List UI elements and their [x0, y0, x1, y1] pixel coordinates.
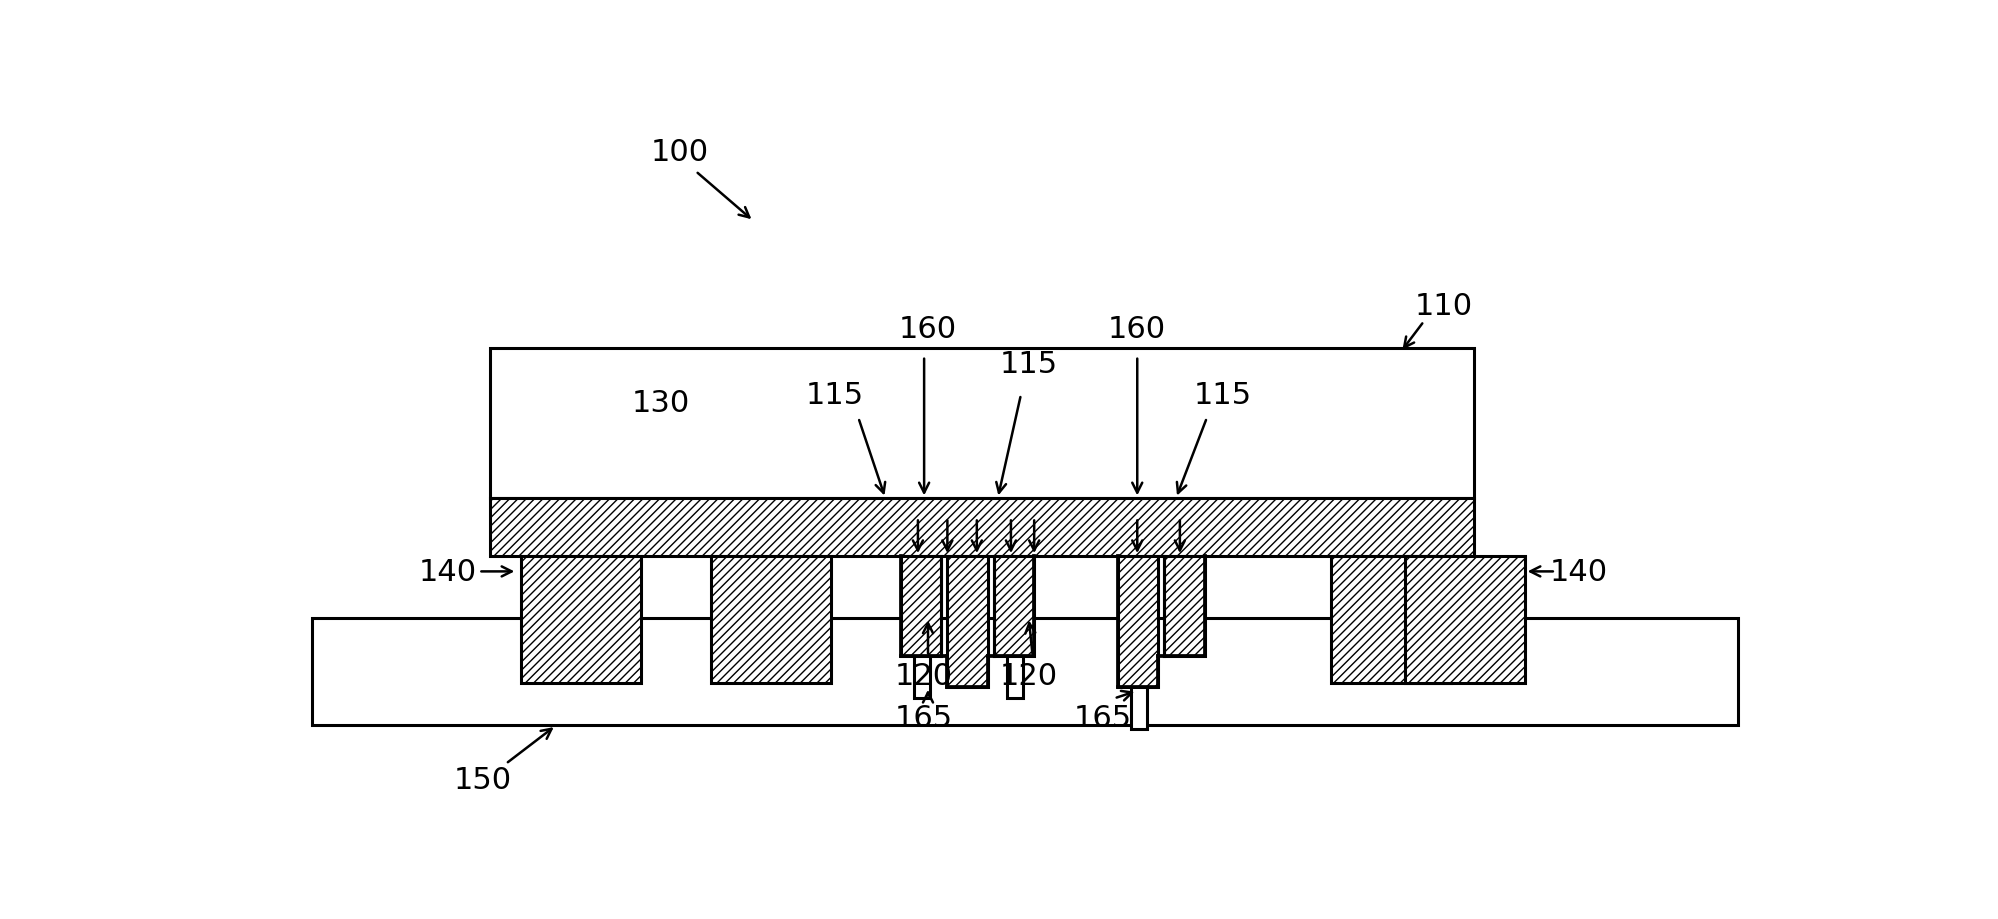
Bar [521, 556, 641, 684]
Bar [1331, 556, 1451, 684]
Text: 115: 115 [805, 380, 863, 409]
Text: 160: 160 [899, 315, 957, 344]
Text: 130: 130 [631, 388, 689, 417]
Bar [993, 556, 1033, 656]
Bar [490, 499, 1475, 556]
Text: 140: 140 [1548, 557, 1606, 586]
Text: 160: 160 [1107, 315, 1165, 344]
Bar [1117, 556, 1157, 687]
Text: 165: 165 [895, 703, 953, 732]
Text: 110: 110 [1415, 292, 1473, 321]
Text: 115: 115 [999, 349, 1057, 379]
Bar [947, 556, 987, 687]
Bar [312, 618, 1736, 726]
Bar [490, 348, 1475, 499]
Bar [1131, 687, 1147, 730]
Text: 100: 100 [651, 138, 709, 167]
Text: 165: 165 [1073, 703, 1131, 732]
Bar [913, 656, 929, 698]
Bar [1007, 656, 1023, 698]
Text: 150: 150 [454, 765, 511, 794]
Text: 140: 140 [418, 557, 476, 586]
Text: 120: 120 [999, 661, 1057, 690]
Text: 115: 115 [1193, 380, 1251, 409]
Text: 120: 120 [895, 661, 953, 690]
Bar [1163, 556, 1205, 656]
Bar [711, 556, 831, 684]
Bar [1405, 556, 1524, 684]
Bar [901, 556, 941, 656]
